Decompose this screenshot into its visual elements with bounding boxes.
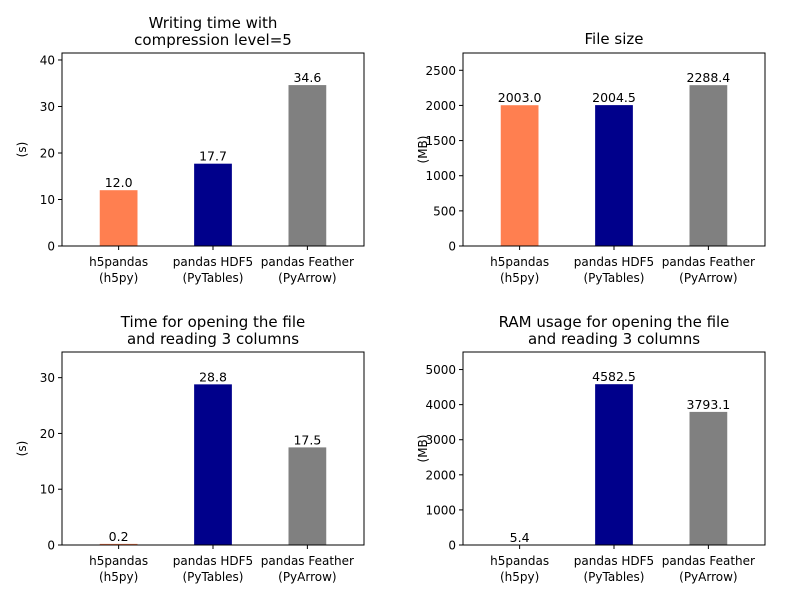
y-tick-label: 30 — [40, 100, 55, 114]
x-tick-label: (PyTables) — [183, 570, 244, 584]
x-tick-label: pandas HDF5 — [574, 255, 654, 269]
x-tick-label: h5pandas — [490, 554, 549, 568]
chart-title-line: and reading 3 columns — [528, 330, 700, 348]
y-tick-label: 1000 — [425, 169, 456, 183]
x-tick-label: (h5py) — [99, 570, 138, 584]
x-tick-label: (PyArrow) — [278, 570, 336, 584]
chart-title-line: Time for opening the file — [120, 313, 306, 331]
data-label: 4582.5 — [592, 369, 636, 384]
bar-1 — [99, 543, 138, 545]
bar-1 — [500, 105, 539, 247]
y-tick-label: 5000 — [425, 363, 456, 377]
bar-2 — [595, 105, 633, 246]
bar-2 — [194, 384, 232, 545]
data-label: 2004.5 — [592, 90, 636, 105]
y-tick-label: 2000 — [425, 468, 456, 482]
chart-title-line: and reading 3 columns — [127, 330, 299, 348]
data-label: 0.2 — [109, 529, 129, 544]
chart-title-line: compression level=5 — [134, 31, 292, 49]
x-tick-label: h5pandas — [89, 554, 148, 568]
bar-2 — [194, 163, 232, 246]
chart-title-line: RAM usage for opening the file — [499, 313, 730, 331]
data-label: 2288.4 — [687, 70, 731, 85]
data-label: 17.7 — [199, 149, 227, 164]
y-axis-label: (s) — [15, 441, 29, 457]
y-tick-label: 2500 — [425, 64, 456, 78]
y-tick-label: 40 — [40, 53, 55, 67]
x-tick-label: (h5py) — [500, 271, 539, 285]
x-tick-label: (PyTables) — [584, 570, 645, 584]
data-label: 17.5 — [293, 432, 321, 447]
x-tick-label: pandas Feather — [261, 554, 354, 568]
bar-3 — [288, 447, 327, 545]
x-tick-label: pandas Feather — [662, 554, 755, 568]
y-tick-label: 0 — [47, 539, 55, 553]
y-axis-label: (MB) — [416, 435, 430, 463]
data-label: 28.8 — [199, 369, 227, 384]
data-label: 3793.1 — [687, 397, 731, 412]
x-tick-label: h5pandas — [89, 255, 148, 269]
bar-1 — [99, 190, 138, 246]
y-tick-label: 0 — [47, 240, 55, 254]
data-label: 12.0 — [105, 175, 133, 190]
bar-2 — [595, 384, 633, 545]
bar-3 — [689, 85, 728, 246]
y-tick-label: 0 — [448, 240, 456, 254]
x-tick-label: (PyArrow) — [679, 271, 737, 285]
x-tick-label: pandas HDF5 — [173, 554, 253, 568]
y-axis-label: (s) — [15, 142, 29, 158]
data-label: 2003.0 — [498, 90, 542, 105]
chart-title-line: Writing time with — [149, 14, 278, 32]
y-tick-label: 2000 — [425, 99, 456, 113]
x-tick-label: pandas Feather — [261, 255, 354, 269]
y-tick-label: 1500 — [425, 134, 456, 148]
y-tick-label: 10 — [40, 483, 55, 497]
x-tick-label: pandas Feather — [662, 255, 755, 269]
y-tick-label: 3000 — [425, 433, 456, 447]
x-tick-label: (h5py) — [500, 570, 539, 584]
x-tick-label: pandas HDF5 — [173, 255, 253, 269]
y-tick-label: 10 — [40, 193, 55, 207]
y-tick-label: 500 — [433, 204, 456, 218]
y-tick-label: 20 — [40, 146, 55, 160]
chart-file-size: File size 2003.0 2004.5 2288.4 0 500 1000 1500 2… — [416, 30, 766, 285]
x-tick-label: (PyTables) — [584, 271, 645, 285]
x-tick-label: (PyArrow) — [679, 570, 737, 584]
x-tick-label: (h5py) — [99, 271, 138, 285]
y-axis-label: (MB) — [416, 136, 430, 164]
y-tick-label: 30 — [40, 371, 55, 385]
x-tick-label: (PyTables) — [183, 271, 244, 285]
bar-3 — [689, 411, 728, 545]
y-tick-label: 20 — [40, 427, 55, 441]
data-label: 34.6 — [293, 70, 321, 85]
x-tick-label: pandas HDF5 — [574, 554, 654, 568]
x-tick-label: h5pandas — [490, 255, 549, 269]
chart-title-line: File size — [585, 30, 644, 48]
y-tick-label: 0 — [448, 539, 456, 553]
data-label: 5.4 — [510, 530, 530, 545]
y-tick-label: 1000 — [425, 503, 456, 517]
bar-3 — [288, 85, 327, 246]
x-tick-label: (PyArrow) — [278, 271, 336, 285]
y-tick-label: 4000 — [425, 398, 456, 412]
